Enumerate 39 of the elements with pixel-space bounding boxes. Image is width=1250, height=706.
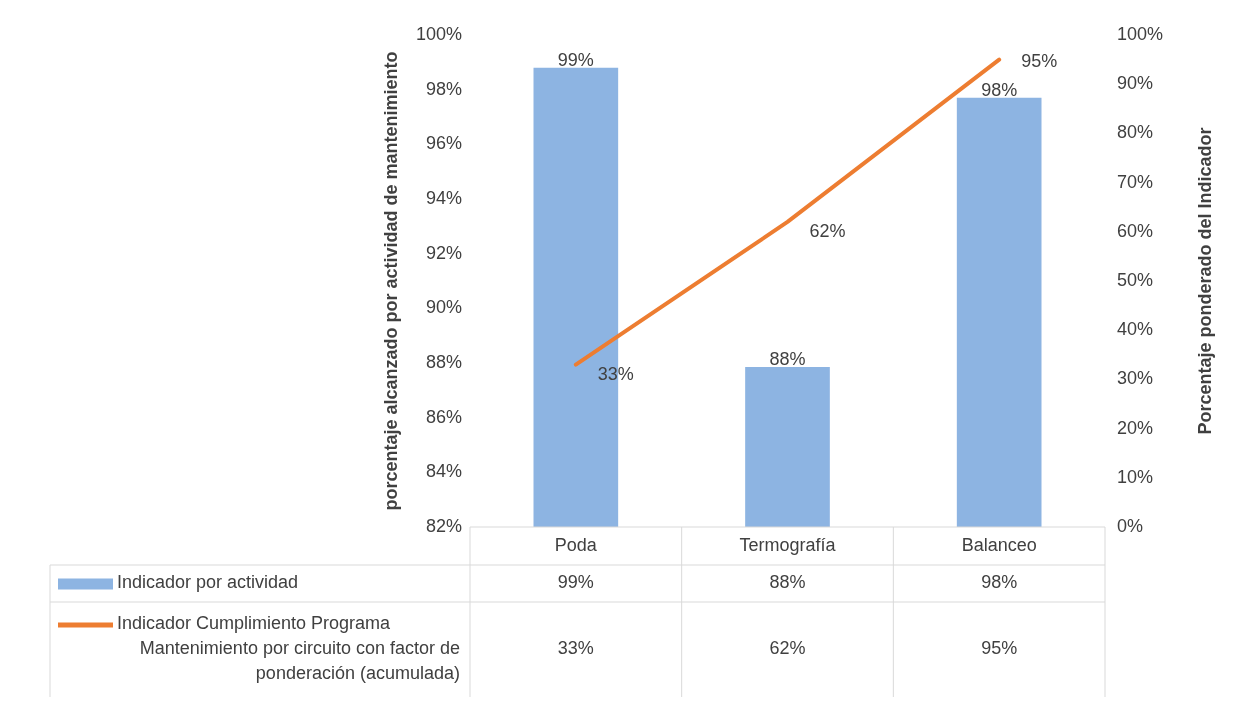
x-tick-label: Termografía	[739, 534, 837, 555]
data-label: 98%	[981, 572, 1018, 593]
y-tick-label: 96%	[425, 133, 462, 154]
y2-tick-label: 90%	[1117, 73, 1154, 94]
y2-tick-label: 70%	[1117, 171, 1154, 192]
x-tick-label: Poda	[554, 534, 598, 555]
y2-tick-label: 30%	[1117, 368, 1154, 389]
legend-label: Indicador por actividad	[117, 572, 299, 593]
data-label: 33%	[557, 638, 594, 659]
y2-tick-label: 80%	[1117, 122, 1154, 143]
y-tick-label: 100%	[415, 23, 462, 44]
y2-axis-title: Porcentaje ponderado del Indicador	[1194, 127, 1215, 435]
y-tick-label: 84%	[425, 461, 462, 482]
y-tick-label: 88%	[425, 351, 462, 372]
y2-tick-label: 100%	[1117, 23, 1164, 44]
y-tick-label: 94%	[425, 187, 462, 208]
y2-tick-label: 20%	[1117, 417, 1154, 438]
text: 99%	[557, 49, 594, 70]
text: 98%	[981, 79, 1018, 100]
y-tick-label: 98%	[425, 78, 462, 99]
y2-tick-label: 40%	[1117, 319, 1154, 340]
y2-tick-label: 50%	[1117, 269, 1154, 290]
y2-tick-label: 0%	[1117, 515, 1144, 536]
data-label: 62%	[769, 638, 806, 659]
x-tick-label: Balanceo	[961, 534, 1037, 555]
text: 95%	[1021, 50, 1058, 71]
y2-tick-label: 60%	[1117, 220, 1154, 241]
y2-tick-label: 10%	[1117, 466, 1154, 487]
y-tick-label: 92%	[425, 242, 462, 263]
y-tick-label: 82%	[425, 515, 462, 536]
data-label: 95%	[981, 638, 1018, 659]
data-label: 88%	[769, 572, 806, 593]
y-tick-label: 86%	[425, 406, 462, 427]
data-label: 99%	[557, 572, 594, 593]
text: 62%	[809, 220, 846, 241]
legend-label: Indicador Cumplimiento Programa Mantenimiento por circuito con factor de ponderación (acumulada)	[117, 613, 460, 684]
text: 88%	[769, 349, 806, 370]
y-axis-title: porcentaje alcanzado por actividad de mantenimiento	[380, 51, 401, 511]
y-tick-label: 90%	[425, 297, 462, 318]
